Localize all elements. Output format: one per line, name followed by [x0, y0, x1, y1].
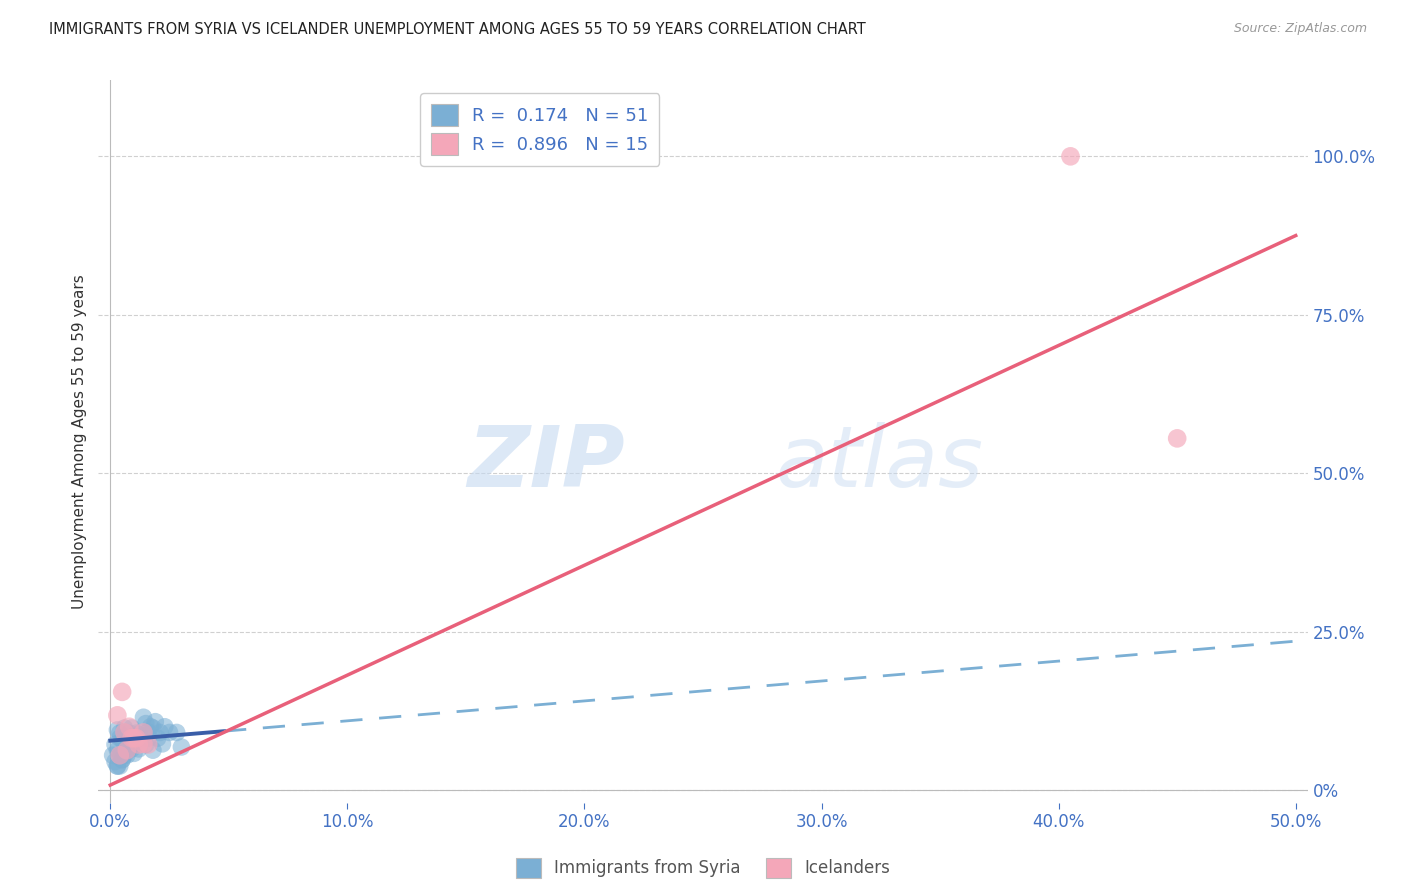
Text: Source: ZipAtlas.com: Source: ZipAtlas.com [1233, 22, 1367, 36]
Point [121, 731, 143, 745]
Point [132, 710, 155, 724]
Point [111, 732, 134, 747]
Point [121, 731, 143, 746]
Point [115, 739, 138, 753]
Point [108, 748, 131, 763]
Point [105, 759, 128, 773]
Point [122, 737, 145, 751]
Point [128, 727, 150, 741]
Point [132, 737, 155, 751]
Point [114, 721, 136, 735]
Point [118, 720, 141, 734]
Point [128, 738, 150, 752]
Point [146, 731, 169, 746]
Point [139, 720, 162, 734]
Point [143, 714, 166, 729]
Point [136, 724, 159, 739]
Point [121, 742, 143, 756]
Legend: Immigrants from Syria, Icelanders: Immigrants from Syria, Icelanders [509, 851, 897, 885]
Text: IMMIGRANTS FROM SYRIA VS ICELANDER UNEMPLOYMENT AMONG AGES 55 TO 59 YEARS CORREL: IMMIGRANTS FROM SYRIA VS ICELANDER UNEMP… [49, 22, 866, 37]
Point [122, 747, 145, 761]
Point [118, 737, 141, 751]
Point [128, 742, 150, 756]
Point [132, 725, 155, 739]
Point [114, 748, 136, 763]
Point [121, 721, 143, 735]
Point [115, 744, 138, 758]
Y-axis label: Unemployment Among Ages 55 to 59 years: Unemployment Among Ages 55 to 59 years [72, 274, 87, 609]
Point [125, 731, 148, 746]
Point [121, 738, 143, 752]
Point [108, 759, 131, 773]
Point [136, 731, 159, 746]
Point [125, 731, 148, 746]
Point [1166, 431, 1188, 445]
Point [118, 742, 141, 756]
Point [105, 759, 128, 773]
Point [170, 739, 193, 754]
Text: ZIP: ZIP [467, 422, 624, 505]
Point [108, 731, 131, 746]
Point [118, 726, 141, 740]
Point [129, 731, 152, 746]
Point [108, 726, 131, 740]
Point [136, 738, 159, 752]
Point [142, 721, 165, 735]
Point [166, 725, 188, 739]
Point [135, 738, 157, 752]
Point [1059, 149, 1081, 163]
Point [115, 748, 138, 763]
Point [104, 738, 127, 752]
Text: atlas: atlas [776, 422, 984, 505]
Point [135, 716, 157, 731]
Point [152, 737, 174, 751]
Point [149, 725, 172, 739]
Point [115, 743, 138, 757]
Point [105, 723, 128, 737]
Point [142, 743, 165, 757]
Point [153, 720, 176, 734]
Point [114, 737, 136, 751]
Point [104, 755, 127, 769]
Point [111, 753, 134, 767]
Point [108, 748, 131, 763]
Point [159, 725, 181, 739]
Point [105, 708, 128, 723]
Point [122, 731, 145, 746]
Point [111, 685, 134, 699]
Point [105, 743, 128, 757]
Point [111, 753, 134, 767]
Point [114, 725, 136, 739]
Point [114, 725, 136, 739]
Point [125, 726, 148, 740]
Point [101, 748, 124, 763]
